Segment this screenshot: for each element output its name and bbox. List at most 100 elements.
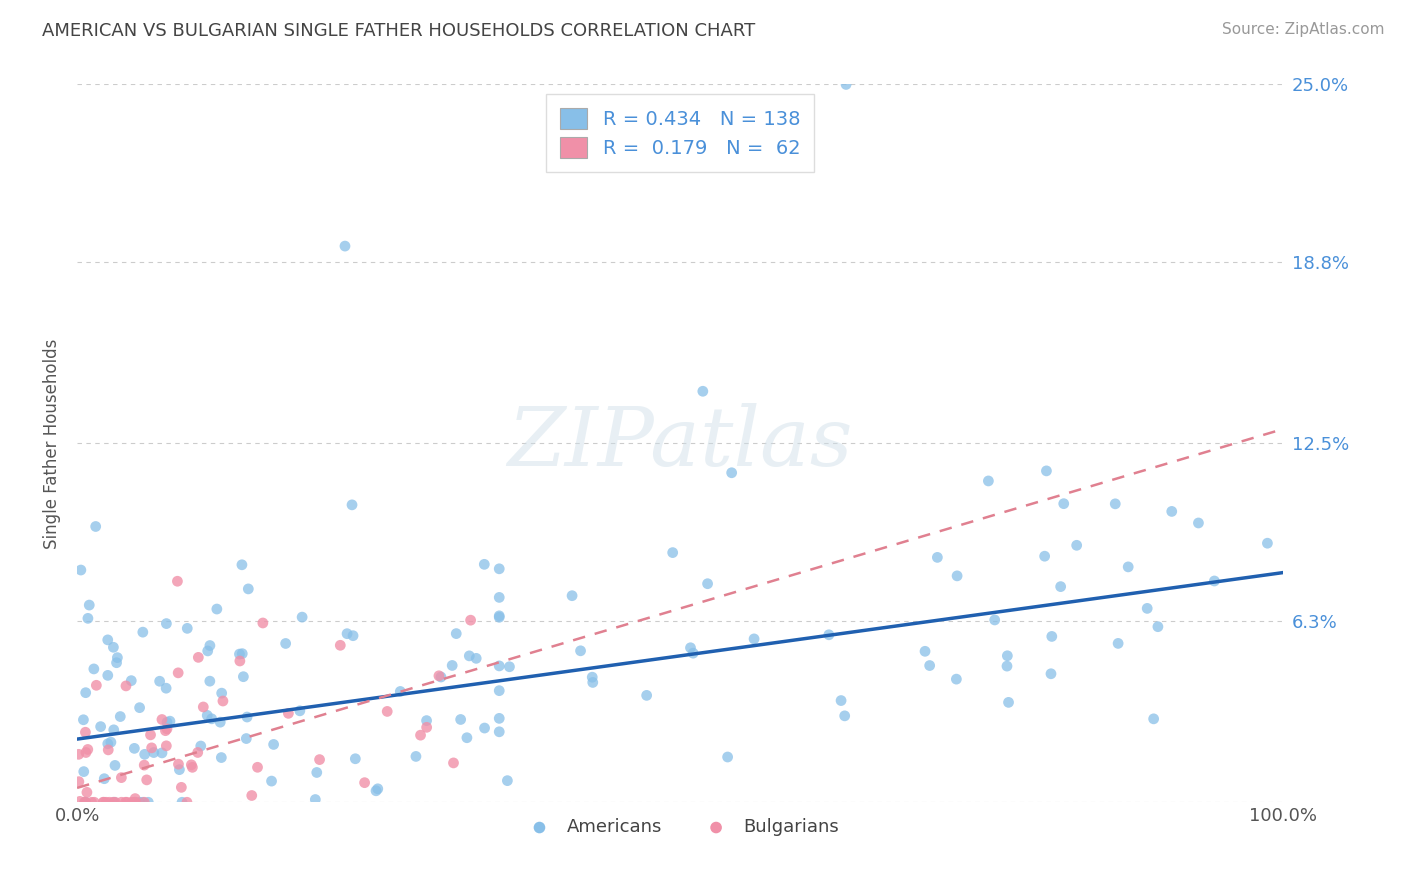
Point [198, 674, 221, 689]
Point [167, 757, 190, 772]
Point [1066, 538, 1088, 552]
Point [97, 632, 120, 647]
Point [488, 610, 510, 624]
Point [288, 704, 311, 718]
Point [995, 659, 1018, 673]
Point [720, 466, 742, 480]
Point [927, 550, 949, 565]
Point [97, 668, 120, 682]
Text: Source: ZipAtlas.com: Source: ZipAtlas.com [1222, 22, 1385, 37]
Point [364, 784, 387, 798]
Point [180, 757, 202, 772]
Point [1136, 601, 1159, 615]
Point [124, 795, 146, 809]
Point [443, 756, 465, 770]
Point [636, 689, 658, 703]
Legend: Americans, Bulgarians: Americans, Bulgarians [515, 811, 846, 844]
Point [342, 629, 364, 643]
Point [997, 695, 1019, 709]
Point [231, 558, 253, 572]
Point [835, 78, 858, 92]
Point [121, 795, 143, 809]
Point [176, 795, 198, 809]
Point [190, 739, 212, 753]
Point [67, 774, 90, 789]
Point [918, 658, 941, 673]
Point [159, 714, 181, 729]
Point [1187, 516, 1209, 530]
Point [139, 728, 162, 742]
Point [124, 791, 146, 805]
Point [134, 747, 156, 762]
Point [661, 546, 683, 560]
Point [104, 758, 127, 772]
Point [231, 647, 253, 661]
Point [488, 724, 510, 739]
Point [209, 750, 232, 764]
Point [291, 610, 314, 624]
Point [246, 760, 269, 774]
Point [105, 650, 128, 665]
Point [472, 558, 495, 572]
Point [155, 616, 177, 631]
Point [103, 640, 125, 655]
Point [446, 626, 468, 640]
Point [1160, 504, 1182, 518]
Point [456, 731, 478, 745]
Point [212, 694, 235, 708]
Point [1053, 497, 1076, 511]
Point [155, 723, 177, 738]
Point [169, 763, 191, 777]
Point [100, 735, 122, 749]
Point [124, 741, 146, 756]
Point [167, 665, 190, 680]
Point [103, 795, 125, 809]
Point [91, 795, 114, 809]
Point [75, 725, 97, 739]
Point [308, 753, 330, 767]
Point [228, 647, 250, 661]
Point [427, 669, 450, 683]
Point [252, 615, 274, 630]
Point [193, 700, 215, 714]
Point [75, 795, 97, 809]
Point [166, 574, 188, 589]
Point [187, 746, 209, 760]
Point [474, 721, 496, 735]
Point [150, 746, 173, 760]
Point [945, 672, 967, 686]
Point [97, 743, 120, 757]
Point [488, 608, 510, 623]
Point [73, 795, 96, 809]
Point [498, 659, 520, 673]
Point [170, 780, 193, 795]
Point [274, 636, 297, 650]
Point [340, 498, 363, 512]
Point [460, 613, 482, 627]
Point [336, 626, 359, 640]
Point [201, 712, 224, 726]
Point [75, 795, 97, 809]
Point [205, 602, 228, 616]
Point [124, 795, 146, 809]
Point [176, 621, 198, 635]
Point [103, 795, 125, 809]
Point [236, 710, 259, 724]
Point [1107, 636, 1129, 650]
Point [115, 679, 138, 693]
Point [155, 681, 177, 696]
Point [105, 656, 128, 670]
Point [450, 713, 472, 727]
Point [75, 795, 97, 809]
Point [488, 683, 510, 698]
Point [561, 589, 583, 603]
Point [405, 749, 427, 764]
Point [983, 613, 1005, 627]
Point [115, 795, 138, 809]
Point [104, 795, 127, 809]
Point [441, 658, 464, 673]
Point [344, 752, 367, 766]
Point [415, 720, 437, 734]
Text: ZIPatlas: ZIPatlas [508, 403, 853, 483]
Point [80, 795, 103, 809]
